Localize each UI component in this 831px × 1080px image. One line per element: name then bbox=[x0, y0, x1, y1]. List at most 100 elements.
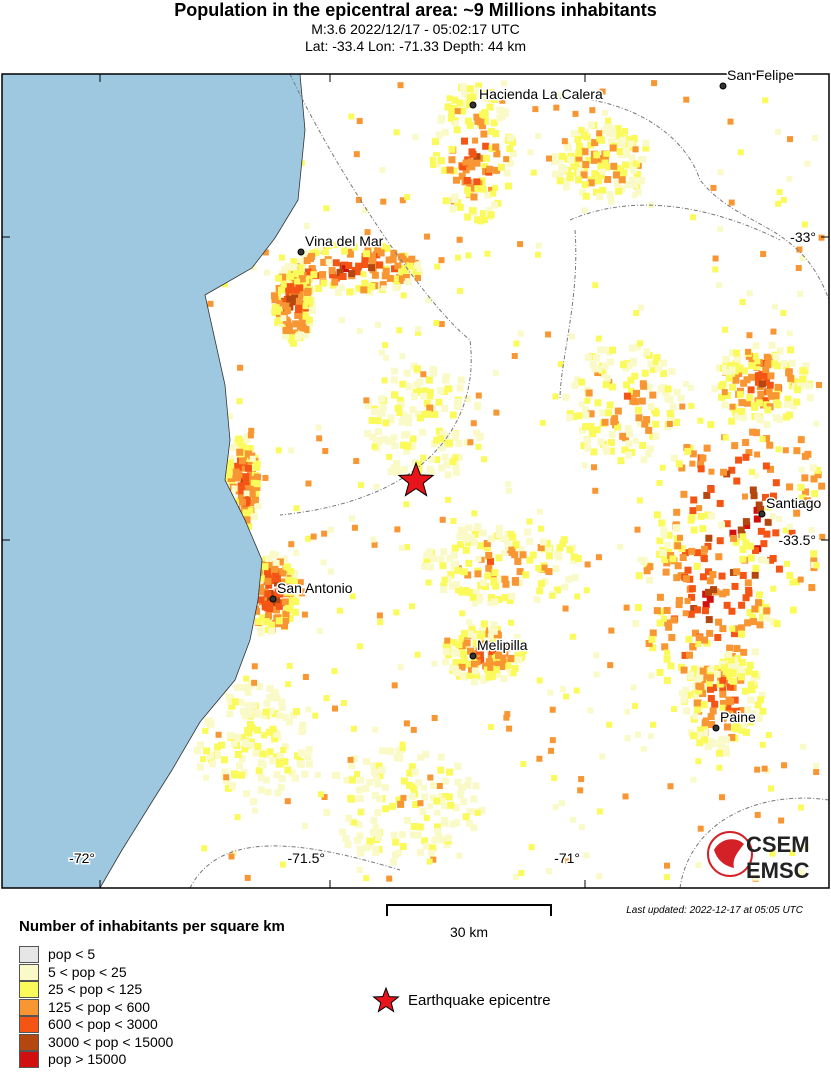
pop-cell bbox=[403, 720, 410, 727]
pop-cell bbox=[427, 803, 434, 810]
pop-cell bbox=[411, 459, 419, 467]
region-boundary bbox=[279, 73, 472, 516]
pop-cell bbox=[748, 686, 756, 694]
pop-cell bbox=[652, 420, 660, 428]
pop-cell bbox=[227, 459, 235, 467]
pop-cell bbox=[364, 229, 371, 236]
pop-cell bbox=[471, 510, 478, 517]
pop-cell bbox=[689, 460, 696, 467]
pop-cell bbox=[355, 196, 362, 203]
pop-cell bbox=[718, 735, 726, 743]
pop-cell bbox=[678, 690, 685, 697]
pop-cell bbox=[639, 441, 647, 449]
pop-cell bbox=[729, 529, 737, 537]
pop-cell bbox=[758, 371, 766, 379]
pop-cell bbox=[560, 686, 567, 693]
pop-cell bbox=[536, 587, 544, 595]
pop-cell bbox=[552, 803, 559, 810]
pop-cell bbox=[752, 564, 760, 572]
pop-cell bbox=[482, 154, 490, 162]
pop-cell bbox=[390, 831, 398, 839]
pop-cell bbox=[377, 249, 385, 257]
pop-cell bbox=[575, 412, 583, 420]
pop-cell bbox=[355, 284, 363, 292]
pop-cell bbox=[499, 535, 507, 543]
pop-cell bbox=[527, 149, 534, 156]
pop-cell bbox=[297, 579, 304, 586]
pop-cell bbox=[761, 765, 768, 772]
epicentre-star[interactable] bbox=[397, 461, 435, 497]
pop-cell bbox=[273, 596, 281, 604]
pop-cell bbox=[441, 387, 449, 395]
pop-cell bbox=[632, 146, 639, 153]
pop-cell bbox=[786, 483, 794, 491]
pop-cell bbox=[619, 361, 627, 369]
pop-cell bbox=[301, 331, 309, 339]
pop-cell bbox=[773, 395, 781, 403]
pop-cell bbox=[281, 598, 289, 606]
pop-cell bbox=[798, 494, 806, 502]
pop-cell bbox=[577, 787, 584, 794]
pop-cell bbox=[274, 579, 282, 587]
pop-cell bbox=[682, 610, 689, 617]
pop-cell bbox=[494, 671, 502, 679]
pop-cell bbox=[630, 166, 638, 174]
pop-cell bbox=[618, 176, 626, 184]
city-label: Melipilla bbox=[477, 637, 528, 653]
pop-cell bbox=[273, 575, 281, 583]
pop-cell bbox=[442, 376, 450, 384]
pop-cell bbox=[291, 571, 299, 579]
pop-cell bbox=[813, 562, 820, 569]
pop-cell bbox=[308, 265, 316, 273]
pop-cell bbox=[414, 275, 421, 282]
pop-cell bbox=[432, 152, 440, 160]
pop-cell bbox=[301, 770, 309, 778]
pop-cell bbox=[660, 359, 668, 367]
pop-cell bbox=[506, 725, 513, 732]
pop-cell bbox=[718, 521, 726, 529]
population-map[interactable]: -33°-33.5°-72° -71.5° -71° Hacienda La Cal… bbox=[0, 0, 831, 890]
pop-cell bbox=[528, 844, 535, 851]
pop-cell bbox=[488, 127, 496, 135]
pop-cell bbox=[455, 672, 463, 680]
pop-cell bbox=[460, 85, 468, 93]
pop-cell bbox=[393, 463, 401, 471]
pop-cell bbox=[655, 365, 663, 373]
pop-cell bbox=[668, 367, 676, 375]
pop-cell bbox=[398, 268, 406, 276]
pop-cell bbox=[396, 410, 403, 417]
pop-cell bbox=[371, 271, 379, 279]
city-label: Vina del Mar bbox=[305, 233, 384, 249]
pop-cell bbox=[752, 874, 759, 881]
pop-cell bbox=[694, 678, 702, 686]
pop-cell bbox=[436, 783, 443, 790]
pop-cell bbox=[470, 795, 478, 803]
pop-cell bbox=[490, 96, 498, 104]
pop-cell bbox=[792, 578, 800, 586]
pop-cell bbox=[306, 760, 314, 768]
pop-cell bbox=[395, 747, 403, 755]
pop-cell bbox=[370, 762, 378, 770]
pop-cell bbox=[437, 797, 445, 805]
pop-cell bbox=[241, 745, 249, 753]
pop-cell bbox=[669, 555, 677, 563]
pop-cell bbox=[433, 823, 441, 831]
pop-cell bbox=[464, 117, 472, 125]
pop-cell bbox=[637, 304, 644, 311]
pop-cell bbox=[363, 875, 370, 882]
pop-cell bbox=[282, 714, 290, 722]
pop-cell bbox=[564, 144, 572, 152]
pop-cell bbox=[284, 262, 292, 270]
pop-cell bbox=[599, 186, 607, 194]
pop-cell bbox=[391, 442, 399, 450]
pop-cell bbox=[474, 809, 481, 816]
pop-cell bbox=[224, 784, 232, 792]
pop-cell bbox=[656, 480, 663, 487]
pop-cell bbox=[700, 674, 708, 682]
pop-cell bbox=[467, 158, 475, 166]
pop-cell bbox=[374, 780, 382, 788]
pop-cell bbox=[482, 95, 490, 103]
pop-cell bbox=[258, 574, 266, 582]
pop-cell bbox=[697, 460, 705, 468]
pop-cell bbox=[711, 700, 719, 708]
